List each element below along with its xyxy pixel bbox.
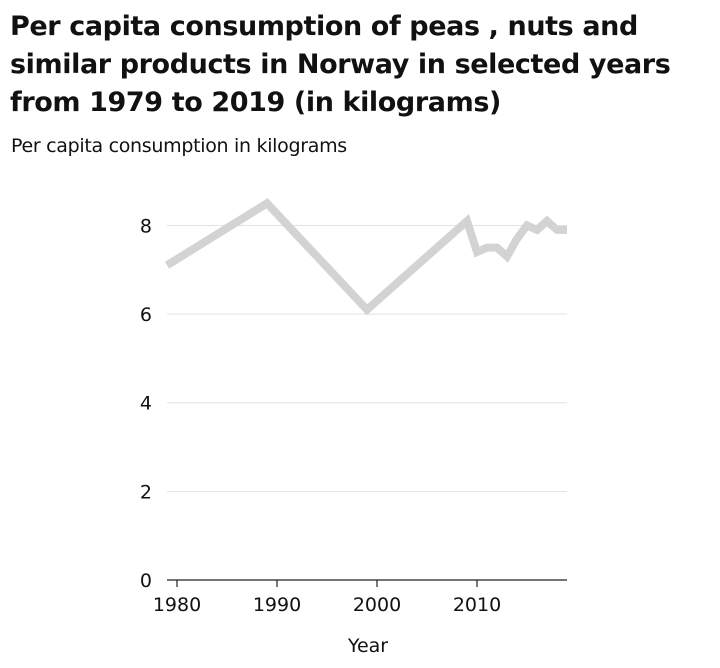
x-tick-label: 2010 xyxy=(453,594,501,616)
y-tick-label: 4 xyxy=(140,393,152,415)
y-tick-label: 8 xyxy=(140,215,152,237)
gridlines xyxy=(167,224,567,492)
x-axis-label: Year xyxy=(347,635,388,657)
y-axis-tick-labels: 0 2 4 6 8 xyxy=(140,215,152,592)
series-line xyxy=(164,198,567,316)
y-axis-label: Per capita consumption in kilograms xyxy=(11,135,347,157)
x-tick-label: 1990 xyxy=(253,594,301,616)
data-series xyxy=(164,198,567,316)
y-tick-label: 0 xyxy=(140,570,152,592)
x-tick-label: 1980 xyxy=(153,594,201,616)
y-tick-label: 6 xyxy=(140,304,152,326)
x-tick-label: 2000 xyxy=(353,594,401,616)
x-axis: 1980 1990 2000 2010 xyxy=(153,579,567,616)
chart-title: Per capita consumption of peas , nuts an… xyxy=(10,11,671,118)
y-tick-label: 2 xyxy=(140,481,152,503)
